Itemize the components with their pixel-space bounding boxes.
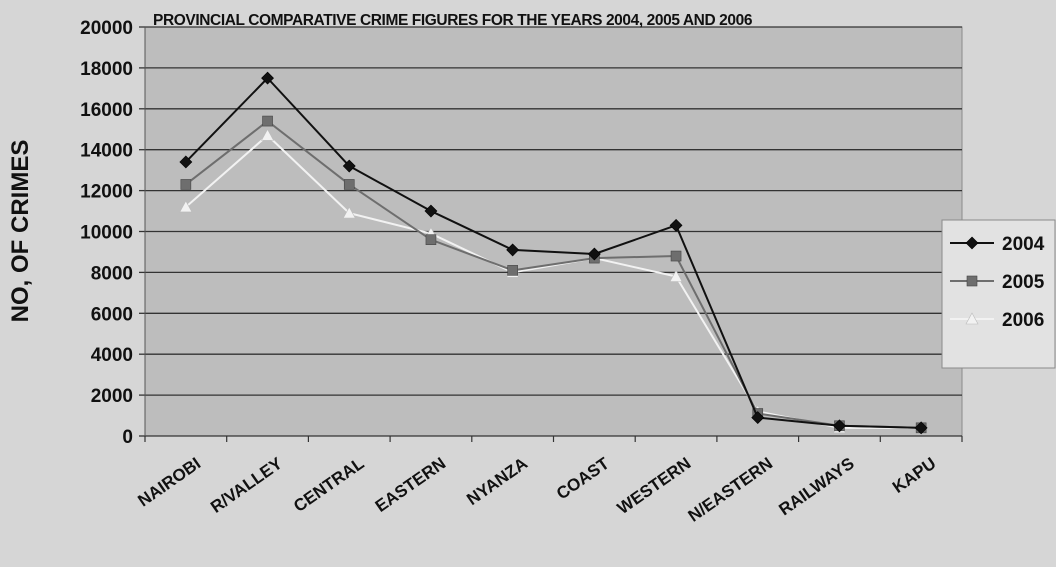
y-tick-label: 16000	[80, 100, 133, 121]
gridlines	[145, 26, 962, 437]
data-point	[670, 250, 682, 262]
data-point	[261, 71, 274, 85]
y-axis-label: NO, OF CRIMES	[7, 140, 34, 323]
legend-marker	[965, 236, 979, 250]
data-point	[343, 179, 355, 190]
y-axis-ticks: 0 2000 4000 6000 8000 10000 12000 14000 16000 180…	[80, 18, 146, 448]
legend-box	[941, 219, 1056, 369]
data-point	[425, 234, 437, 245]
legend-item-2005: 2005	[950, 272, 1045, 293]
chart-title: PROVINCIAL COMPARATIVE CRIME FIGURES FOR…	[153, 12, 753, 29]
legend: 2004 2005 2006	[941, 219, 1056, 369]
data-point	[914, 421, 928, 435]
series-2004	[179, 71, 928, 435]
legend-label: 2006	[1002, 310, 1044, 331]
y-tick-label: 10000	[80, 223, 133, 244]
y-tick-label: 12000	[80, 182, 133, 203]
data-point	[424, 204, 438, 218]
data-point	[751, 411, 765, 425]
legend-item-2004: 2004	[950, 234, 1045, 255]
data-point	[669, 269, 683, 282]
y-tick-label: 14000	[80, 141, 133, 162]
legend-label: 2004	[1002, 234, 1045, 255]
series-group	[179, 71, 928, 435]
series-line	[185, 77, 922, 429]
data-point	[506, 243, 520, 257]
data-point	[669, 218, 683, 232]
data-point	[587, 247, 601, 261]
legend-item-2006: 2006	[950, 310, 1044, 331]
y-tick-label: 8000	[91, 263, 133, 284]
legend-label: 2005	[1002, 272, 1045, 293]
y-tick-label: 0	[122, 427, 133, 448]
y-tick-label: 2000	[91, 386, 133, 407]
data-point	[342, 159, 356, 173]
data-point	[180, 179, 192, 190]
y-tick-label: 18000	[80, 59, 133, 80]
data-point	[179, 155, 193, 169]
data-point	[342, 206, 356, 219]
data-point	[262, 115, 273, 127]
legend-marker	[965, 312, 979, 325]
data-point	[179, 200, 193, 213]
data-point	[261, 128, 275, 141]
series-line	[185, 120, 922, 429]
y-tick-label: 6000	[91, 304, 133, 325]
y-tick-label: 4000	[91, 345, 133, 366]
data-point	[833, 419, 846, 433]
data-point	[507, 265, 518, 276]
legend-marker	[966, 275, 978, 287]
y-tick-label: 20000	[80, 18, 133, 39]
